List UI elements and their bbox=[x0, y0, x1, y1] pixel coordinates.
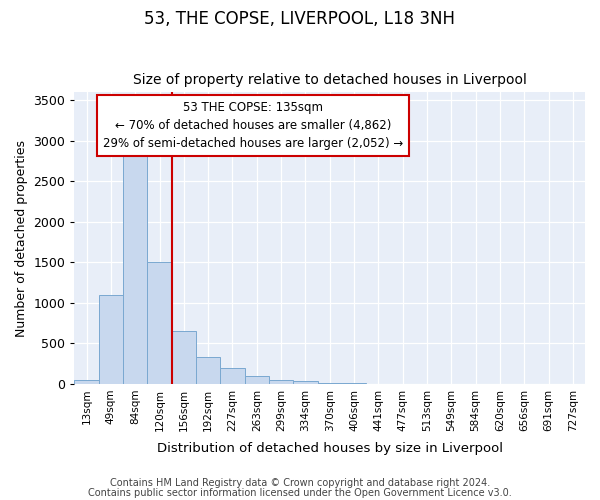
Bar bbox=[220, 368, 245, 384]
Y-axis label: Number of detached properties: Number of detached properties bbox=[15, 140, 28, 336]
Bar bbox=[293, 382, 317, 384]
Bar bbox=[172, 332, 196, 384]
X-axis label: Distribution of detached houses by size in Liverpool: Distribution of detached houses by size … bbox=[157, 442, 503, 455]
Bar bbox=[196, 357, 220, 384]
Bar bbox=[245, 376, 269, 384]
Bar bbox=[148, 262, 172, 384]
Text: Contains HM Land Registry data © Crown copyright and database right 2024.: Contains HM Land Registry data © Crown c… bbox=[110, 478, 490, 488]
Text: 53, THE COPSE, LIVERPOOL, L18 3NH: 53, THE COPSE, LIVERPOOL, L18 3NH bbox=[145, 10, 455, 28]
Bar bbox=[269, 380, 293, 384]
Bar bbox=[74, 380, 99, 384]
Text: 53 THE COPSE: 135sqm
← 70% of detached houses are smaller (4,862)
29% of semi-de: 53 THE COPSE: 135sqm ← 70% of detached h… bbox=[103, 101, 403, 150]
Bar bbox=[317, 383, 342, 384]
Bar bbox=[99, 295, 123, 384]
Text: Contains public sector information licensed under the Open Government Licence v3: Contains public sector information licen… bbox=[88, 488, 512, 498]
Title: Size of property relative to detached houses in Liverpool: Size of property relative to detached ho… bbox=[133, 73, 527, 87]
Bar bbox=[123, 145, 148, 384]
